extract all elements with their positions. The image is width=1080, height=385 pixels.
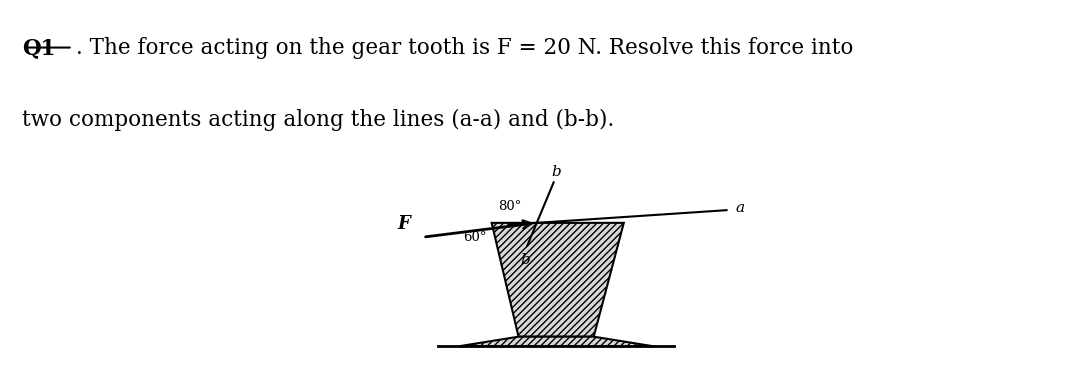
Text: 80°: 80°	[498, 201, 522, 213]
Text: a: a	[735, 201, 744, 215]
Text: b: b	[521, 253, 530, 267]
Text: b: b	[551, 165, 561, 179]
Text: two components acting along the lines (a-a) and (b-b).: two components acting along the lines (a…	[22, 109, 615, 131]
Polygon shape	[491, 223, 624, 337]
Text: F: F	[397, 215, 410, 233]
Polygon shape	[459, 337, 652, 346]
Text: . The force acting on the gear tooth is F = 20 N. Resolve this force into: . The force acting on the gear tooth is …	[76, 37, 853, 59]
Text: 60°: 60°	[462, 231, 486, 244]
Text: Q1: Q1	[22, 37, 55, 59]
